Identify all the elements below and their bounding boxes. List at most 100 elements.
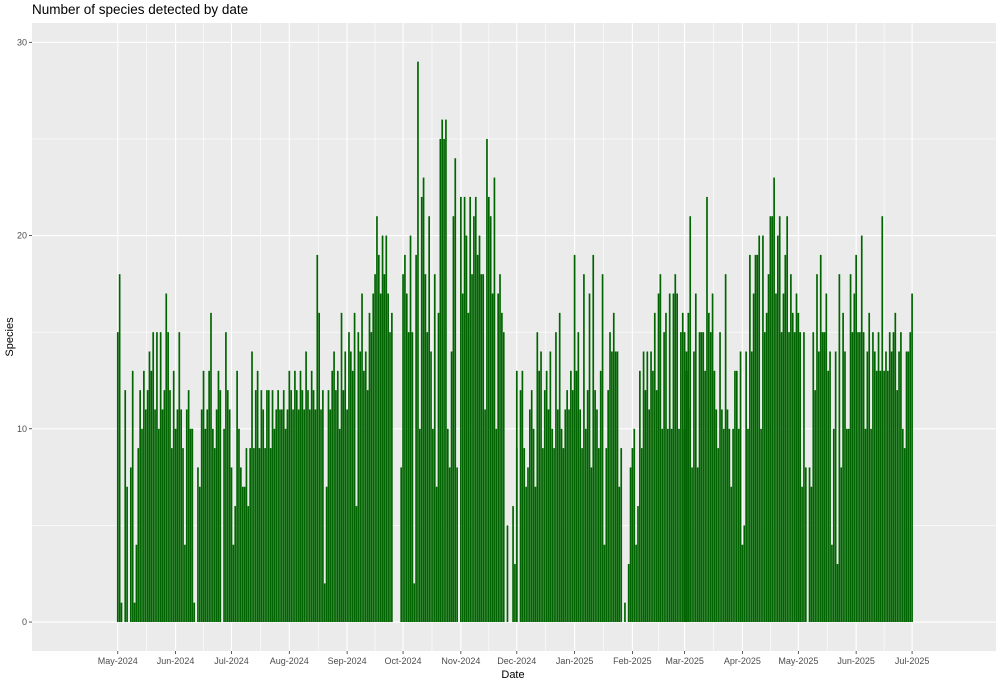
- bar: [297, 409, 300, 623]
- bar: [152, 332, 155, 623]
- bar: [228, 409, 231, 623]
- bar: [126, 486, 128, 623]
- bar: [887, 370, 889, 623]
- bar: [756, 254, 759, 623]
- bar: [823, 332, 826, 623]
- bar: [340, 312, 343, 623]
- bar: [596, 409, 598, 623]
- bar: [665, 312, 667, 623]
- bar: [801, 486, 803, 623]
- bar: [251, 351, 253, 623]
- bar: [336, 370, 339, 623]
- bar: [635, 544, 637, 623]
- bar: [383, 274, 386, 623]
- bar: [862, 332, 865, 623]
- bar: [717, 448, 720, 623]
- bar: [493, 177, 496, 623]
- bar: [452, 216, 455, 623]
- bar: [903, 448, 906, 623]
- bar: [420, 196, 423, 623]
- bar: [260, 390, 263, 623]
- bar: [292, 409, 294, 623]
- bar: [476, 254, 479, 623]
- x-tick-label: Nov-2024: [441, 656, 480, 666]
- bar: [860, 235, 863, 623]
- bar: [202, 370, 205, 623]
- bar: [307, 390, 309, 623]
- bar: [288, 370, 291, 623]
- x-tick-label: Jul-2024: [214, 656, 249, 666]
- bar: [159, 332, 162, 623]
- axes: 0 10 20 30 May-2024 Jun-2024 Jul-2024 Aug-2024 S…: [17, 37, 929, 666]
- bar: [793, 332, 796, 623]
- bar: [681, 312, 684, 623]
- bar: [696, 467, 699, 623]
- bar: [859, 332, 861, 623]
- bar: [730, 486, 733, 623]
- bar: [831, 544, 833, 623]
- bar: [294, 370, 296, 623]
- bar: [432, 428, 434, 623]
- bar: [866, 351, 869, 623]
- bar: [346, 409, 348, 623]
- bar: [855, 254, 857, 623]
- bar: [715, 409, 718, 623]
- bar: [825, 293, 828, 623]
- bar: [502, 332, 505, 623]
- bar: [847, 428, 850, 623]
- bar: [668, 293, 671, 623]
- bar: [215, 409, 218, 623]
- bar: [849, 274, 852, 623]
- bar: [465, 235, 468, 623]
- bar: [204, 428, 207, 623]
- bar: [366, 390, 369, 623]
- bar: [482, 274, 485, 623]
- bar: [269, 448, 272, 623]
- bar: [344, 351, 347, 623]
- bar: [267, 390, 270, 623]
- bar: [637, 506, 639, 623]
- bar: [540, 351, 542, 623]
- bar: [174, 428, 177, 623]
- bar: [709, 332, 712, 623]
- bar: [698, 332, 701, 623]
- bar: [890, 351, 893, 623]
- bar: [295, 390, 298, 623]
- bar: [495, 428, 498, 623]
- bar: [834, 351, 837, 623]
- bar: [786, 216, 789, 623]
- y-tick-label: 0: [22, 617, 27, 627]
- bar: [364, 351, 367, 623]
- bar: [881, 216, 884, 623]
- bar: [812, 332, 815, 623]
- bar: [157, 428, 160, 623]
- bar: [191, 428, 194, 623]
- bar: [844, 351, 846, 623]
- bar: [683, 428, 686, 623]
- bar: [734, 370, 736, 623]
- x-tick-label: Jan-2025: [556, 656, 594, 666]
- bar: [551, 428, 554, 623]
- bar: [777, 235, 779, 623]
- bar: [303, 409, 306, 623]
- bar: [614, 351, 617, 623]
- bar: [631, 448, 634, 623]
- bar: [780, 332, 783, 623]
- bar: [653, 312, 656, 623]
- bar: [133, 602, 136, 623]
- bar: [640, 448, 643, 623]
- bar: [489, 216, 492, 623]
- bar: [316, 254, 319, 623]
- bar: [325, 486, 328, 623]
- bar: [357, 332, 360, 623]
- bar: [758, 235, 761, 623]
- bar: [467, 312, 470, 623]
- bar: [721, 409, 723, 623]
- bar: [322, 390, 324, 623]
- x-tick-label: Jun-2024: [157, 656, 195, 666]
- bar: [676, 293, 678, 623]
- bar: [711, 293, 714, 623]
- bar: [877, 332, 880, 623]
- bar: [804, 467, 807, 623]
- bar: [549, 351, 552, 623]
